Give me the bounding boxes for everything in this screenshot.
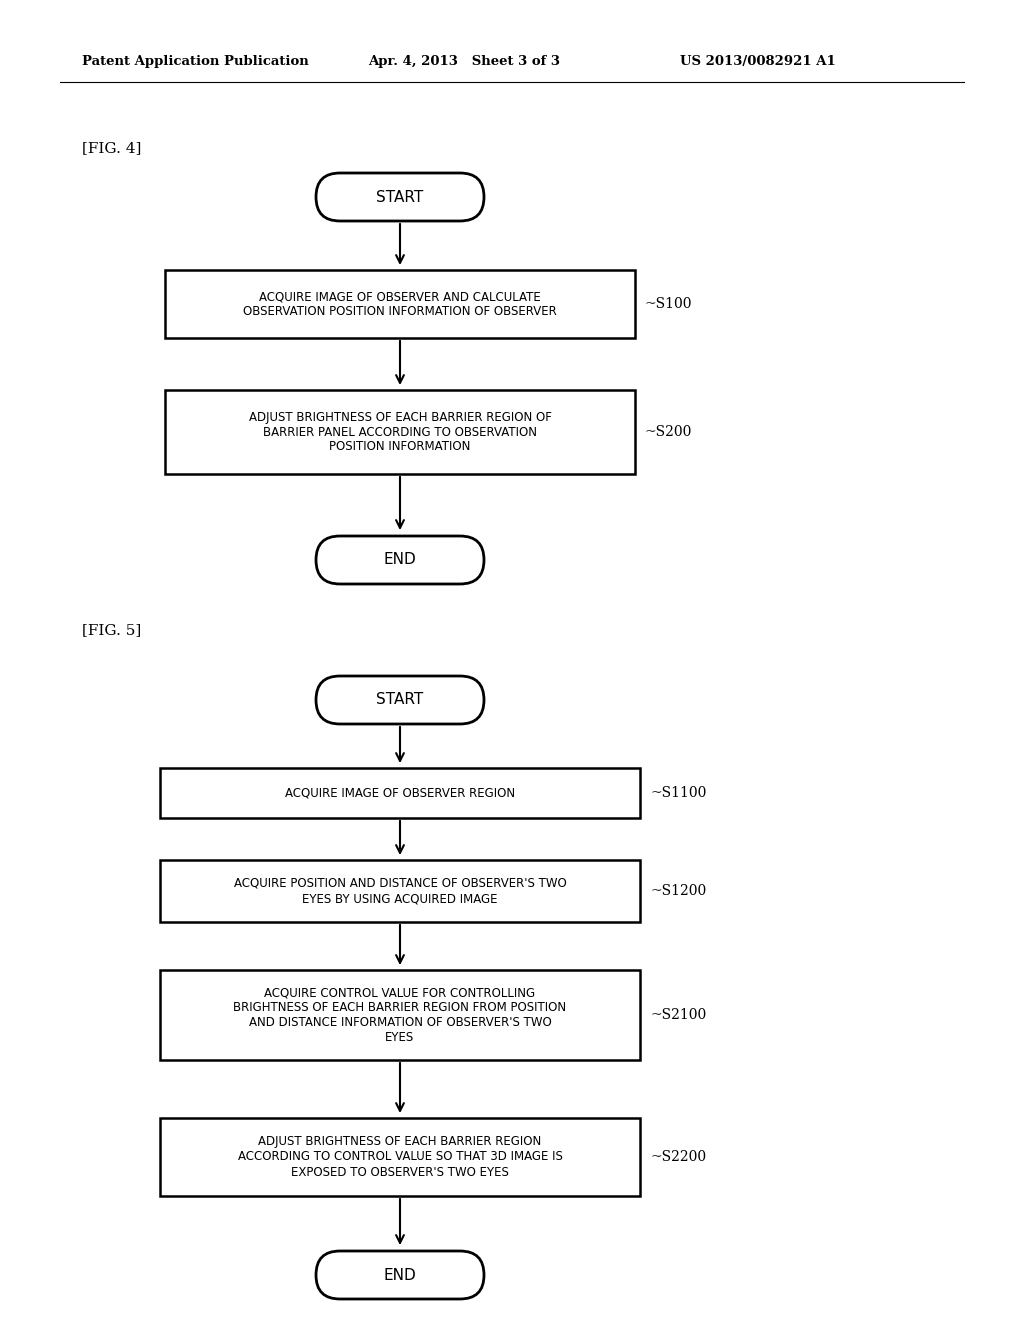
FancyBboxPatch shape <box>316 173 484 220</box>
Text: ~S1200: ~S1200 <box>650 884 707 898</box>
Text: Patent Application Publication: Patent Application Publication <box>82 55 309 69</box>
Text: US 2013/0082921 A1: US 2013/0082921 A1 <box>680 55 836 69</box>
FancyBboxPatch shape <box>316 676 484 723</box>
Bar <box>165 389 635 474</box>
Text: END: END <box>384 553 417 568</box>
Bar <box>160 861 640 921</box>
Text: ~S1100: ~S1100 <box>650 785 707 800</box>
Text: ~S2200: ~S2200 <box>650 1150 707 1164</box>
Bar <box>160 970 640 1060</box>
Text: ADJUST BRIGHTNESS OF EACH BARRIER REGION OF
BARRIER PANEL ACCORDING TO OBSERVATI: ADJUST BRIGHTNESS OF EACH BARRIER REGION… <box>249 411 552 454</box>
Bar <box>165 271 635 338</box>
Text: Apr. 4, 2013   Sheet 3 of 3: Apr. 4, 2013 Sheet 3 of 3 <box>368 55 560 69</box>
Text: ACQUIRE IMAGE OF OBSERVER AND CALCULATE
OBSERVATION POSITION INFORMATION OF OBSE: ACQUIRE IMAGE OF OBSERVER AND CALCULATE … <box>243 290 557 318</box>
Text: ACQUIRE POSITION AND DISTANCE OF OBSERVER'S TWO
EYES BY USING ACQUIRED IMAGE: ACQUIRE POSITION AND DISTANCE OF OBSERVE… <box>233 876 566 906</box>
FancyBboxPatch shape <box>316 536 484 583</box>
Text: START: START <box>377 693 424 708</box>
Text: [FIG. 4]: [FIG. 4] <box>82 141 141 154</box>
Bar <box>160 768 640 818</box>
Bar <box>160 1118 640 1196</box>
Text: ACQUIRE IMAGE OF OBSERVER REGION: ACQUIRE IMAGE OF OBSERVER REGION <box>285 787 515 800</box>
Text: ~S100: ~S100 <box>645 297 692 312</box>
Text: ~S2100: ~S2100 <box>650 1008 707 1022</box>
Text: START: START <box>377 190 424 205</box>
Text: ACQUIRE CONTROL VALUE FOR CONTROLLING
BRIGHTNESS OF EACH BARRIER REGION FROM POS: ACQUIRE CONTROL VALUE FOR CONTROLLING BR… <box>233 986 566 1044</box>
Text: END: END <box>384 1267 417 1283</box>
Text: [FIG. 5]: [FIG. 5] <box>82 623 141 638</box>
FancyBboxPatch shape <box>316 1251 484 1299</box>
Text: ~S200: ~S200 <box>645 425 692 440</box>
Text: ADJUST BRIGHTNESS OF EACH BARRIER REGION
ACCORDING TO CONTROL VALUE SO THAT 3D I: ADJUST BRIGHTNESS OF EACH BARRIER REGION… <box>238 1135 562 1179</box>
